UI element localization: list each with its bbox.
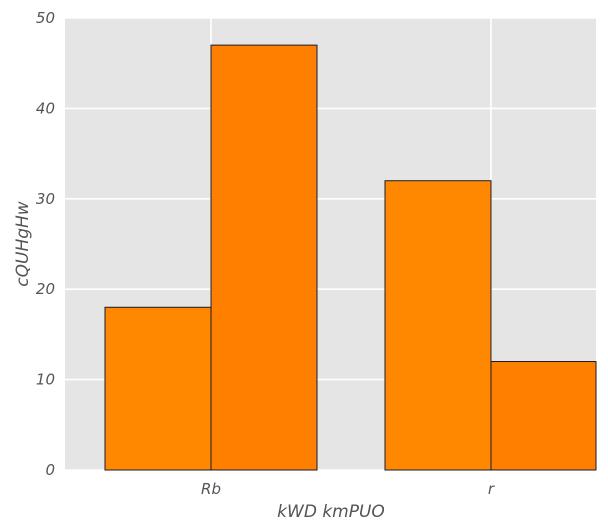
y-tick-label: 20 <box>36 280 55 298</box>
y-tick-label: 0 <box>45 461 55 479</box>
y-tick-label: 40 <box>36 99 55 117</box>
bar-rb-series-1 <box>104 306 212 471</box>
y-tick-label: 30 <box>36 190 55 208</box>
x-tick-label: r <box>488 480 495 498</box>
bar-r-series-1 <box>384 180 492 471</box>
bars <box>104 44 597 471</box>
y-tick-labels: 0 10 20 30 40 50 <box>36 9 55 479</box>
y-tick-label: 50 <box>36 9 55 27</box>
y-tick-label: 10 <box>36 371 55 389</box>
x-tick-labels: Rb r <box>201 480 495 498</box>
bar-r-series-2 <box>490 361 597 471</box>
x-axis-title: kWD kmPUO <box>277 502 385 522</box>
x-tick-label: Rb <box>201 480 221 498</box>
y-axis-title: cQUHgHw <box>13 201 33 287</box>
bar-rb-series-2 <box>210 44 318 471</box>
